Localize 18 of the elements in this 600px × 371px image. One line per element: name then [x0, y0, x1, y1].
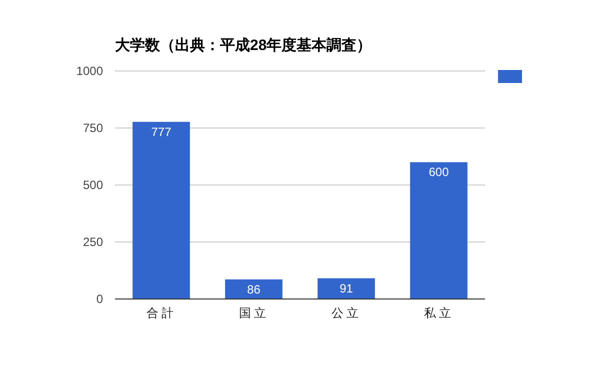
- y-tick-label: 750: [82, 121, 104, 135]
- chart-title: 大学数（出典：平成28年度基本調査）: [115, 36, 372, 54]
- data-label: 91: [340, 281, 354, 296]
- x-tick-label: 私立: [424, 306, 454, 320]
- data-label: 86: [247, 282, 261, 296]
- bar: [318, 278, 375, 299]
- x-tick-label: 公立: [331, 306, 362, 320]
- data-label: 777: [151, 124, 172, 139]
- bar: [225, 279, 282, 299]
- y-tick-label: 0: [96, 292, 104, 306]
- x-tick-label: 国立: [238, 306, 269, 320]
- y-tick-label: 500: [82, 178, 104, 192]
- y-tick-label: 250: [82, 235, 104, 249]
- data-label: 600: [428, 165, 450, 180]
- bar: [410, 162, 468, 299]
- y-tick-label: 1000: [76, 64, 104, 78]
- bar: [132, 122, 190, 299]
- x-tick-label: 合計: [146, 306, 176, 320]
